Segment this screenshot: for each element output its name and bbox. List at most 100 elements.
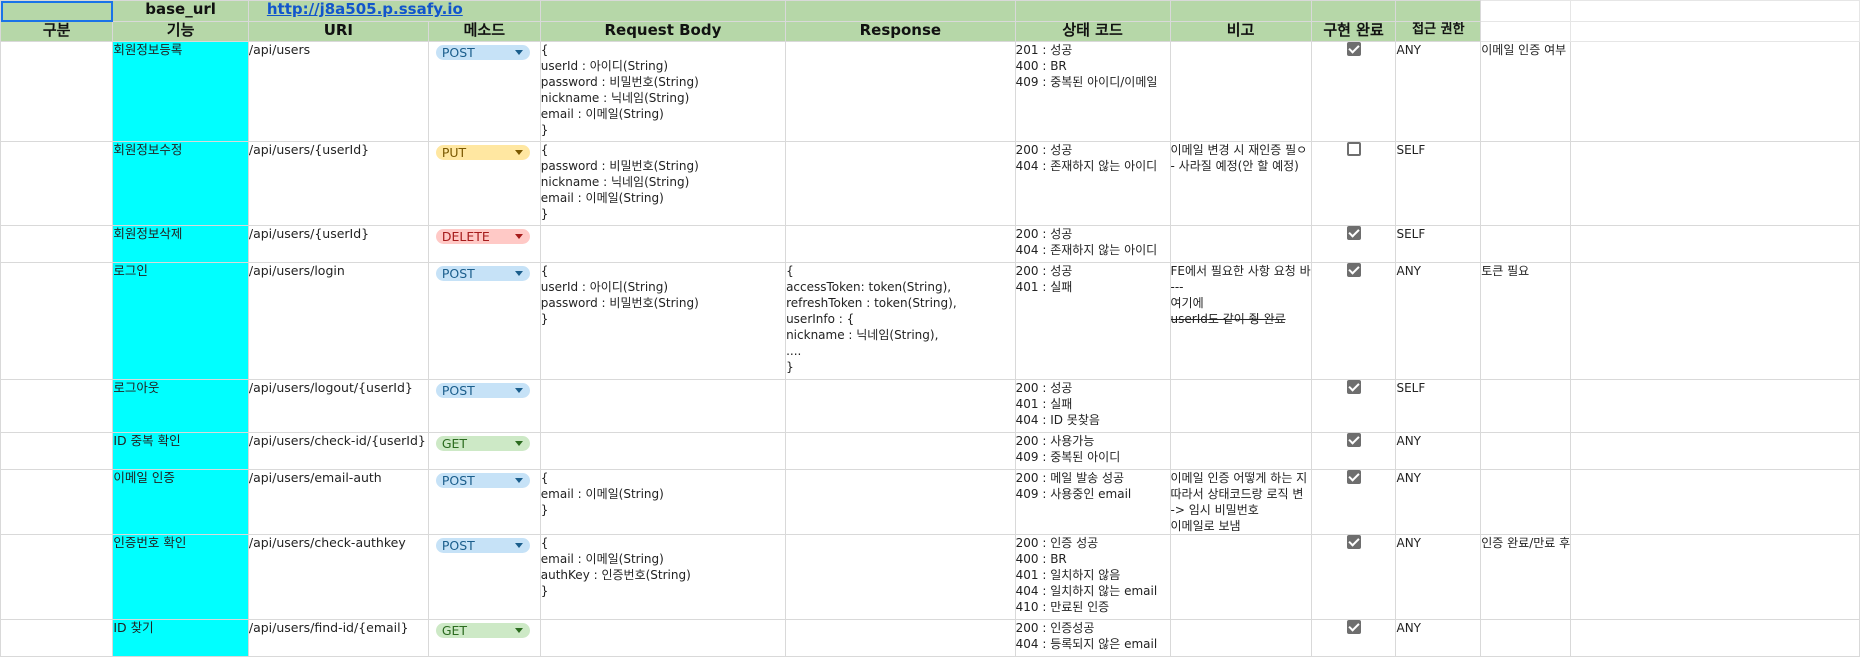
col-header-request-body[interactable]: Request Body xyxy=(539,21,787,42)
response-cell[interactable]: { accessToken: token(String), refreshTok… xyxy=(785,262,1016,380)
checkbox-checked-icon[interactable] xyxy=(1346,535,1361,549)
col-header-method[interactable]: 메소드 xyxy=(427,21,541,42)
note-cell[interactable]: 이메일 변경 시 재인증 필ㅇ - 사라질 예정(안 할 예정) xyxy=(1169,141,1312,226)
header-blank-cell[interactable] xyxy=(1480,21,1572,42)
status-code-cell[interactable]: 200 : 성공 401 : 실패 404 : ID 못찾음 xyxy=(1014,379,1171,433)
request-body-cell[interactable] xyxy=(539,225,787,263)
feature-cell[interactable]: 회원정보등록 xyxy=(112,41,249,142)
access-cell[interactable]: ANY xyxy=(1395,469,1482,535)
response-cell[interactable] xyxy=(785,225,1016,263)
header-blank-cell[interactable] xyxy=(1480,0,1572,22)
empty-cell[interactable] xyxy=(1570,262,1860,380)
feature-cell[interactable]: ID 찾기 xyxy=(112,619,249,657)
access-cell[interactable]: ANY xyxy=(1395,619,1482,657)
category-cell[interactable] xyxy=(0,469,114,535)
method-cell[interactable]: POST xyxy=(427,534,541,620)
method-cell[interactable]: DELETE xyxy=(427,225,541,263)
checkbox-checked-icon[interactable] xyxy=(1346,226,1361,240)
note-cell[interactable] xyxy=(1169,379,1312,433)
method-cell[interactable]: POST xyxy=(427,379,541,433)
method-cell[interactable]: POST xyxy=(427,469,541,535)
header-empty-cell[interactable] xyxy=(539,0,787,22)
method-cell[interactable]: POST xyxy=(427,262,541,380)
empty-cell[interactable] xyxy=(1570,141,1860,226)
status-code-cell[interactable]: 200 : 성공 401 : 실패 xyxy=(1014,262,1171,380)
access-cell[interactable]: SELF xyxy=(1395,379,1482,433)
note-cell[interactable] xyxy=(1169,225,1312,263)
status-code-cell[interactable]: 200 : 성공 404 : 존재하지 않는 아이디 xyxy=(1014,141,1171,226)
request-body-cell[interactable]: {email : 이메일(String)} xyxy=(539,469,787,535)
checkbox-checked-icon[interactable] xyxy=(1346,42,1361,56)
col-header-category[interactable]: 구분 xyxy=(0,21,114,42)
checkbox-checked-icon[interactable] xyxy=(1346,433,1361,447)
extra-note-cell[interactable] xyxy=(1480,225,1572,263)
note-cell[interactable]: 이메일 인증 어떻게 하는 지 따라서 상태코드랑 로직 변 -> 임시 비밀번호 … xyxy=(1169,469,1312,535)
uri-cell[interactable]: /api/users xyxy=(247,41,429,142)
method-cell[interactable]: GET xyxy=(427,432,541,470)
done-cell[interactable] xyxy=(1310,225,1397,263)
feature-cell[interactable]: 로그인 xyxy=(112,262,249,380)
extra-note-cell[interactable] xyxy=(1480,619,1572,657)
method-dropdown[interactable]: POST xyxy=(435,473,530,488)
feature-cell[interactable]: 인증번호 확인 xyxy=(112,534,249,620)
col-header-uri[interactable]: URI xyxy=(247,21,429,42)
note-cell[interactable] xyxy=(1169,619,1312,657)
method-dropdown[interactable]: POST xyxy=(435,383,530,398)
note-cell[interactable]: FE에서 필요한 사항 요청 바 --- 여기에 userId도 같이 줭 완료 xyxy=(1169,262,1312,380)
request-body-cell[interactable]: {password : 비밀번호(String) nickname : 닉네임(S… xyxy=(539,141,787,226)
extra-note-cell[interactable] xyxy=(1480,141,1572,226)
response-cell[interactable] xyxy=(785,432,1016,470)
access-cell[interactable]: ANY xyxy=(1395,534,1482,620)
empty-cell[interactable] xyxy=(1570,41,1860,142)
access-cell[interactable]: ANY xyxy=(1395,41,1482,142)
feature-cell[interactable]: 로그아웃 xyxy=(112,379,249,433)
method-cell[interactable]: PUT xyxy=(427,141,541,226)
category-cell[interactable] xyxy=(0,225,114,263)
access-cell[interactable]: ANY xyxy=(1395,432,1482,470)
header-empty-cell[interactable] xyxy=(1395,0,1482,22)
method-dropdown[interactable]: GET xyxy=(435,623,530,638)
request-body-cell[interactable]: {email : 이메일(String) authKey : 인증번호(Strin… xyxy=(539,534,787,620)
uri-cell[interactable]: /api/users/find-id/{email} xyxy=(247,619,429,657)
empty-cell[interactable] xyxy=(1570,225,1860,263)
empty-cell[interactable] xyxy=(1570,432,1860,470)
selected-cell[interactable] xyxy=(0,0,114,22)
note-cell[interactable] xyxy=(1169,41,1312,142)
request-body-cell[interactable] xyxy=(539,619,787,657)
response-cell[interactable] xyxy=(785,619,1016,657)
note-cell[interactable] xyxy=(1169,432,1312,470)
category-cell[interactable] xyxy=(0,262,114,380)
done-cell[interactable] xyxy=(1310,534,1397,620)
access-cell[interactable]: SELF xyxy=(1395,141,1482,226)
status-code-cell[interactable]: 200 : 메일 발송 성공 409 : 사용중인 email xyxy=(1014,469,1171,535)
status-code-cell[interactable]: 200 : 사용가능 409 : 중복된 아이디 xyxy=(1014,432,1171,470)
done-cell[interactable] xyxy=(1310,379,1397,433)
checkbox-checked-icon[interactable] xyxy=(1346,380,1361,394)
response-cell[interactable] xyxy=(785,41,1016,142)
feature-cell[interactable]: 회원정보삭제 xyxy=(112,225,249,263)
extra-note-cell[interactable] xyxy=(1480,469,1572,535)
checkbox-checked-icon[interactable] xyxy=(1346,620,1361,634)
extra-note-cell[interactable] xyxy=(1480,379,1572,433)
response-cell[interactable] xyxy=(785,534,1016,620)
col-header-note[interactable]: 비고 xyxy=(1169,21,1312,42)
method-dropdown[interactable]: POST xyxy=(435,538,530,553)
header-blank-cell[interactable] xyxy=(1570,21,1860,42)
empty-cell[interactable] xyxy=(1570,534,1860,620)
header-empty-cell[interactable] xyxy=(785,0,1016,22)
category-cell[interactable] xyxy=(0,141,114,226)
col-header-response[interactable]: Response xyxy=(785,21,1016,42)
status-code-cell[interactable]: 201 : 성공 400 : BR 409 : 중복된 아이디/이메일 xyxy=(1014,41,1171,142)
note-cell[interactable] xyxy=(1169,534,1312,620)
done-cell[interactable] xyxy=(1310,41,1397,142)
col-header-access[interactable]: 접근 권한 xyxy=(1395,21,1482,42)
checkbox-checked-icon[interactable] xyxy=(1346,470,1361,484)
method-cell[interactable]: POST xyxy=(427,41,541,142)
col-header-feature[interactable]: 기능 xyxy=(112,21,249,42)
category-cell[interactable] xyxy=(0,41,114,142)
uri-cell[interactable]: /api/users/{userId} xyxy=(247,225,429,263)
uri-cell[interactable]: /api/users/email-auth xyxy=(247,469,429,535)
header-empty-cell[interactable] xyxy=(1169,0,1312,22)
base-url-label[interactable]: base_url xyxy=(112,0,249,22)
status-code-cell[interactable]: 200 : 성공 404 : 존재하지 않는 아이디 xyxy=(1014,225,1171,263)
